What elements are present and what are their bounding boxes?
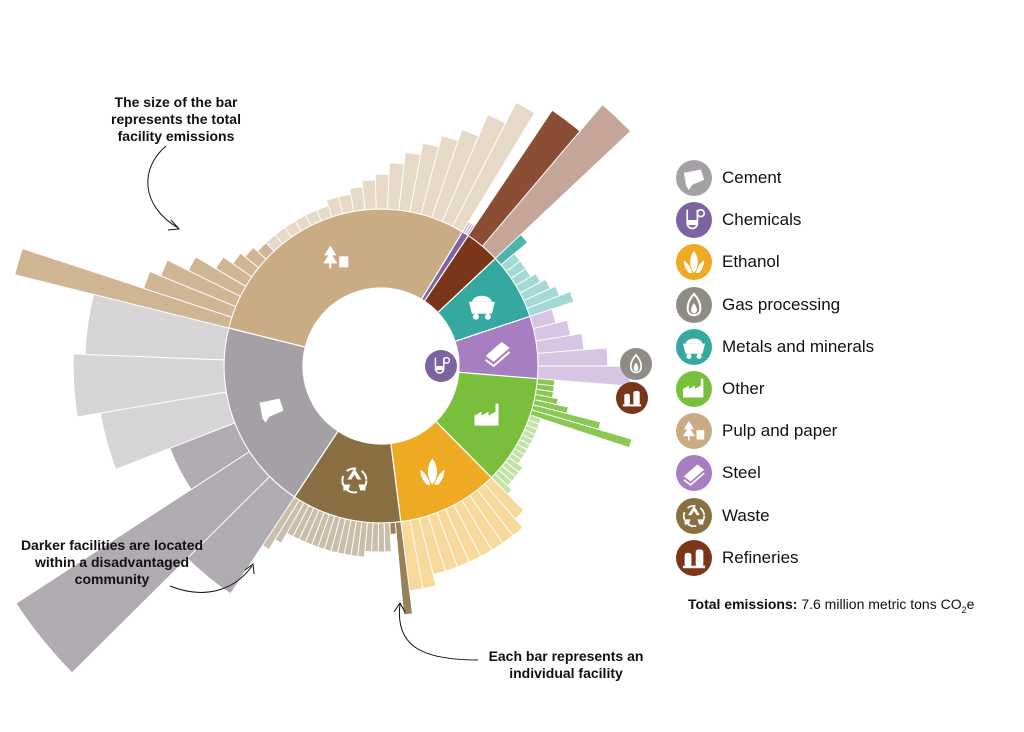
steel-beam-icon	[676, 455, 712, 492]
legend-item: Other	[676, 368, 874, 410]
legend-label: Steel	[722, 463, 761, 483]
mine-cart-icon	[676, 328, 712, 365]
total-label: Total emissions:	[688, 596, 798, 612]
sector-ring	[223, 208, 539, 524]
arrow-darker	[169, 565, 253, 593]
legend: Cement Chemicals Ethanol Gas processing Meta…	[676, 157, 874, 579]
annotation-line: represents the total	[111, 111, 241, 127]
chemicals-icon	[676, 202, 712, 239]
annotation-darker: Darker facilities are located within a d…	[6, 537, 218, 588]
annotation-line: facility emissions	[117, 128, 235, 144]
facility-bar	[361, 179, 377, 211]
facility-bar	[84, 293, 230, 361]
legend-item: Gas processing	[676, 284, 874, 326]
legend-label: Pulp and paper	[722, 421, 838, 441]
annotation-line: Darker facilities are located	[20, 537, 204, 553]
recycle-icon	[341, 467, 368, 494]
sector-slice-pulp-and-paper	[227, 208, 464, 348]
total-value: 7.6 million metric tons CO	[801, 596, 962, 612]
sector-icons	[259, 245, 652, 494]
legend-item: Pulp and paper	[676, 410, 874, 452]
legend-label: Cement	[722, 168, 782, 188]
cement-icon	[259, 398, 284, 423]
annotation-bar-size: The size of the bar represents the total…	[96, 94, 256, 145]
facility-bar	[377, 522, 386, 553]
legend-label: Metals and minerals	[722, 336, 875, 356]
factory-icon	[676, 371, 712, 408]
total-sub: 2	[961, 604, 967, 615]
annotation-each-bar: Each bar represents an individual facili…	[478, 648, 654, 682]
annotation-line: individual facility	[509, 665, 623, 681]
annotation-line: Each bar represents an	[488, 648, 644, 664]
tree-icon	[676, 413, 712, 450]
legend-label: Ethanol	[722, 252, 780, 272]
total-emissions: Total emissions: 7.6 million metric tons…	[688, 596, 974, 615]
legend-label: Waste	[722, 505, 770, 525]
annotation-line: The size of the bar	[114, 94, 238, 110]
legend-label: Other	[722, 379, 765, 399]
facility-bar	[15, 450, 271, 674]
cement-icon	[676, 160, 712, 197]
factory-icon	[474, 403, 499, 426]
refinery-icon	[676, 539, 712, 576]
legend-item: Chemicals	[676, 199, 874, 241]
steel-beam-icon	[485, 341, 511, 368]
facility-bar	[529, 409, 633, 449]
legend-item: Refineries	[676, 537, 874, 579]
legend-item: Ethanol	[676, 241, 874, 283]
legend-label: Gas processing	[722, 294, 841, 314]
legend-item: Steel	[676, 452, 874, 494]
arrow-darker-head	[244, 563, 255, 575]
tree-icon	[323, 245, 349, 269]
annotation-arrows	[147, 145, 479, 661]
annotation-line: within a disadvantaged	[34, 554, 190, 570]
facility-bar	[383, 522, 392, 553]
total-suffix: e	[966, 596, 975, 612]
flame-icon	[676, 286, 712, 323]
legend-item: Cement	[676, 157, 874, 199]
chemicals-icon	[425, 350, 457, 382]
arrow-bar-size	[147, 145, 179, 229]
legend-item: Metals and minerals	[676, 326, 874, 368]
legend-item: Waste	[676, 495, 874, 537]
facility-ring	[14, 101, 633, 674]
flame-icon	[620, 348, 652, 380]
legend-label: Refineries	[722, 547, 799, 567]
mine-cart-icon	[468, 295, 495, 320]
arrow-bar-size-head	[167, 219, 181, 231]
facility-bar	[374, 173, 390, 210]
arrow-each-bar-head	[393, 602, 406, 613]
annotation-line: community	[74, 571, 150, 587]
legend-label: Chemicals	[722, 210, 802, 230]
refinery-icon	[616, 382, 648, 414]
arrow-each-bar	[398, 603, 479, 661]
recycle-icon	[676, 497, 712, 534]
corn-icon	[676, 244, 712, 281]
corn-icon	[420, 458, 445, 485]
